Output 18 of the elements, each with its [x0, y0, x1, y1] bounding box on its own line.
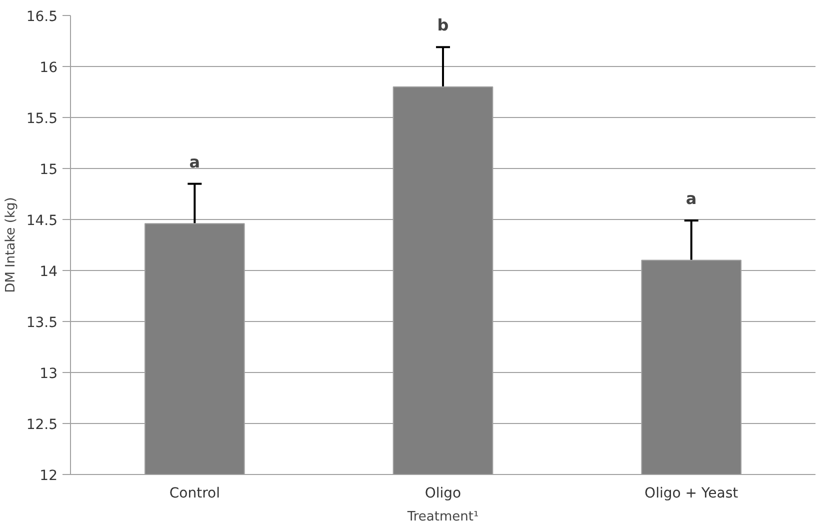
y-tick-label: 15 [40, 162, 58, 178]
y-tick-label: 13.5 [26, 315, 58, 331]
y-tick-label: 14.5 [26, 213, 58, 229]
y-tick-label: 13 [40, 366, 58, 382]
y-axis-title: DM Intake (kg) [3, 197, 18, 293]
y-tick-label: 12 [40, 468, 58, 484]
x-tick-label: Oligo + Yeast [644, 486, 739, 502]
annotation: b [437, 16, 449, 35]
y-tick-label: 15.5 [26, 111, 58, 127]
y-tick-label: 14 [40, 264, 58, 280]
x-tick-label: Control [169, 486, 220, 502]
annotation: a [189, 152, 200, 172]
y-tick-label: 12.5 [26, 417, 58, 433]
annotation: a [686, 189, 697, 208]
x-tick-label: Oligo [424, 486, 462, 502]
y-tick-label: 16.5 [26, 9, 58, 25]
x-axis-title: Treatment¹ [406, 510, 479, 524]
y-tick-label: 16 [40, 60, 58, 76]
